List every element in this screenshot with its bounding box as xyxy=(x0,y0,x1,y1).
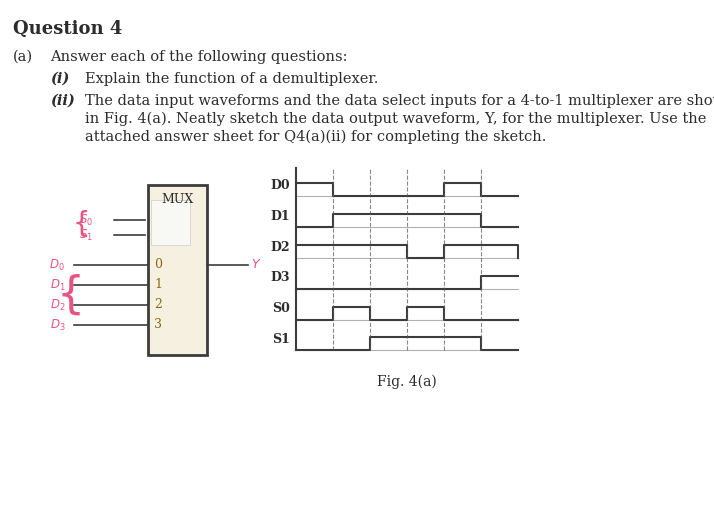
Text: $D_0$: $D_0$ xyxy=(49,258,65,272)
Text: S1: S1 xyxy=(272,333,290,346)
Text: $Y$: $Y$ xyxy=(251,259,261,271)
Text: $D_3$: $D_3$ xyxy=(49,317,65,332)
Text: D2: D2 xyxy=(271,241,290,253)
Text: $D_2$: $D_2$ xyxy=(50,297,65,313)
Text: 1: 1 xyxy=(154,278,162,292)
Text: D1: D1 xyxy=(271,210,290,223)
Text: S0: S0 xyxy=(272,302,290,315)
Text: 3: 3 xyxy=(154,319,162,331)
Text: $S_1$: $S_1$ xyxy=(79,227,94,243)
FancyBboxPatch shape xyxy=(148,185,207,355)
Text: (ii): (ii) xyxy=(51,94,75,108)
Text: Explain the function of a demultiplexer.: Explain the function of a demultiplexer. xyxy=(85,72,378,86)
Text: $\{$: $\{$ xyxy=(56,272,81,317)
Text: 2: 2 xyxy=(154,298,162,312)
Text: in Fig. 4(a). Neatly sketch the data output waveform, Y, for the multiplexer. Us: in Fig. 4(a). Neatly sketch the data out… xyxy=(85,112,707,126)
Text: attached answer sheet for Q4(a)(ii) for completing the sketch.: attached answer sheet for Q4(a)(ii) for … xyxy=(85,130,546,144)
Text: D3: D3 xyxy=(271,271,290,285)
FancyBboxPatch shape xyxy=(151,200,189,245)
Text: The data input waveforms and the data select inputs for a 4-to-1 multiplexer are: The data input waveforms and the data se… xyxy=(85,94,714,108)
Text: $S_0$: $S_0$ xyxy=(79,213,94,227)
Text: D0: D0 xyxy=(271,179,290,192)
Text: $D_1$: $D_1$ xyxy=(49,277,65,293)
Text: $\{$: $\{$ xyxy=(72,208,88,239)
Text: MUX: MUX xyxy=(161,193,193,206)
Text: Fig. 4(a): Fig. 4(a) xyxy=(377,375,437,390)
Text: Question 4: Question 4 xyxy=(14,20,123,38)
Text: 0: 0 xyxy=(154,259,162,271)
Text: Answer each of the following questions:: Answer each of the following questions: xyxy=(51,50,348,64)
Text: (a): (a) xyxy=(14,50,34,64)
Text: (i): (i) xyxy=(51,72,69,86)
